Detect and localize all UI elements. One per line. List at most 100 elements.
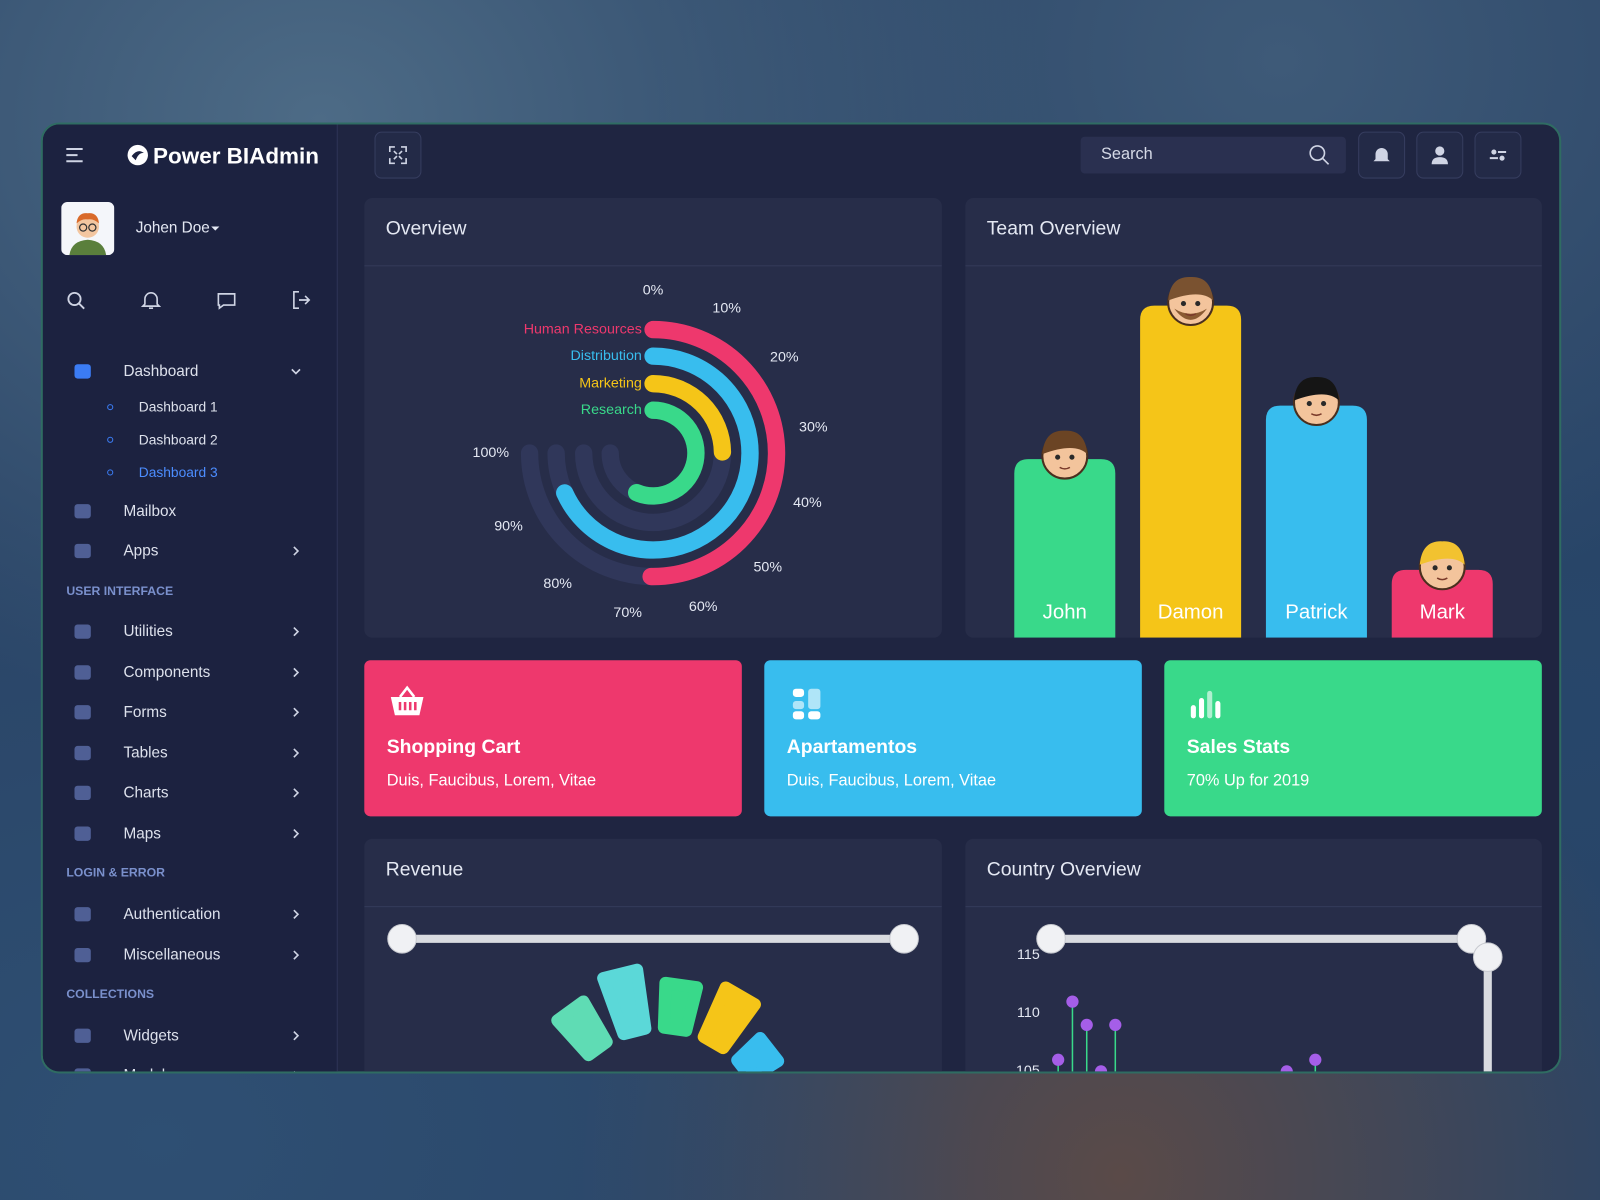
menu-toggle[interactable] bbox=[65, 147, 83, 163]
search-icon[interactable] bbox=[66, 291, 86, 311]
card[interactable]: Shopping Cart Duis, Faucibus, Lorem, Vit… bbox=[364, 660, 742, 817]
nav-icon bbox=[74, 826, 91, 841]
nav-icon bbox=[74, 907, 91, 922]
chevron-icon bbox=[293, 748, 300, 758]
nav-item[interactable]: Maps bbox=[43, 817, 337, 850]
range-slider-handle[interactable] bbox=[1036, 923, 1066, 954]
search-box[interactable]: Search bbox=[1080, 136, 1346, 174]
tick-label: 80% bbox=[543, 576, 572, 592]
profile-button[interactable] bbox=[1416, 131, 1464, 179]
nav-icon bbox=[74, 745, 91, 761]
nav-item[interactable]: Dashboard bbox=[43, 355, 337, 388]
card-text: Duis, Faucibus, Lorem, Vitae bbox=[386, 772, 597, 790]
panel-title: Country Overview bbox=[986, 859, 1141, 881]
notification-button[interactable] bbox=[1358, 131, 1406, 179]
dashboard-window: Power BIAdmin Johen Doe Dashboard Dashboa… bbox=[40, 122, 1562, 1074]
nav-label: Miscellaneous bbox=[123, 946, 221, 964]
nav-icon bbox=[74, 1028, 91, 1043]
chevron-icon bbox=[293, 829, 300, 839]
nav-icon bbox=[74, 543, 91, 559]
chevron-icon bbox=[293, 788, 300, 798]
nav-label: Modals bbox=[123, 1067, 172, 1072]
chevron-icon bbox=[293, 707, 300, 717]
chevron-icon bbox=[293, 667, 300, 678]
nav-label: Utilities bbox=[123, 622, 173, 641]
nav-item[interactable]: Authentication bbox=[43, 898, 337, 931]
panel-title: Overview bbox=[385, 218, 467, 240]
chevron bbox=[293, 626, 300, 637]
card-title: Sales Stats bbox=[1186, 736, 1291, 759]
nav-item[interactable]: Charts bbox=[43, 777, 337, 810]
range-slider-handle[interactable] bbox=[889, 923, 919, 954]
notification-icon[interactable] bbox=[140, 290, 162, 310]
polar-bar bbox=[731, 1032, 785, 1072]
nav-item[interactable]: Widgets bbox=[43, 1019, 337, 1052]
nav-item[interactable]: Forms bbox=[43, 696, 337, 729]
navigation: Dashboard Dashboard 1 Dashboard 2 Dashboard… bbox=[43, 124, 337, 1072]
bar bbox=[1391, 569, 1493, 638]
bar-label: Mark bbox=[1420, 602, 1466, 624]
eye bbox=[1055, 454, 1061, 460]
nav-item[interactable]: Dashboard 3 bbox=[43, 456, 337, 489]
tick-label: 40% bbox=[793, 495, 822, 511]
nav-item[interactable]: Tables bbox=[43, 737, 337, 770]
chevron-icon bbox=[291, 368, 301, 375]
chevron-icon bbox=[293, 909, 300, 919]
nav-item[interactable]: Dashboard 2 bbox=[43, 423, 337, 456]
eye bbox=[1180, 301, 1187, 307]
lollipop-dot bbox=[1052, 1053, 1065, 1066]
overview-chart: Human Resources Distribution Marketing Rese… bbox=[473, 283, 828, 621]
range-slider-handle[interactable] bbox=[1472, 942, 1503, 972]
tick-label: 20% bbox=[770, 349, 799, 365]
nav-item[interactable]: Apps bbox=[43, 535, 337, 568]
nav-item[interactable]: Mailbox bbox=[43, 495, 337, 528]
nav-label: Apps bbox=[123, 542, 159, 560]
nav-item[interactable]: Modals bbox=[43, 1059, 337, 1072]
nav-icon bbox=[74, 624, 91, 639]
card-title: Shopping Cart bbox=[386, 736, 521, 759]
nav-icon bbox=[74, 665, 91, 680]
nav-item[interactable]: Components bbox=[43, 656, 337, 689]
bar-label: Patrick bbox=[1285, 602, 1348, 624]
user-caret[interactable] bbox=[210, 226, 220, 232]
lollipop-dot bbox=[1094, 1065, 1108, 1072]
tick-label: 0% bbox=[643, 283, 664, 299]
nav-label: Charts bbox=[123, 784, 169, 802]
range-slider-handle[interactable] bbox=[387, 923, 417, 954]
bar bbox=[1265, 405, 1367, 638]
card[interactable]: Sales Stats 70% Up for 2019 bbox=[1164, 660, 1542, 817]
card[interactable]: Apartamentos Duis, Faucibus, Lorem, Vita… bbox=[764, 660, 1142, 817]
bar bbox=[1140, 305, 1242, 638]
user-name[interactable]: Johen Doe bbox=[135, 219, 210, 237]
chevron bbox=[291, 368, 301, 375]
nav-item[interactable]: Utilities bbox=[43, 615, 337, 648]
settings-button[interactable] bbox=[1474, 131, 1522, 179]
nav-icon bbox=[74, 785, 91, 800]
eye bbox=[1432, 565, 1438, 571]
brand[interactable]: Power BIAdmin bbox=[153, 142, 319, 169]
sidebar: Power BIAdmin Johen Doe Dashboard Dashboa… bbox=[42, 124, 338, 1072]
avatar[interactable] bbox=[61, 202, 115, 256]
chat-icon[interactable] bbox=[216, 291, 236, 311]
lollipop-dot bbox=[1066, 995, 1079, 1008]
eye bbox=[1195, 301, 1201, 307]
chevron bbox=[293, 1031, 300, 1041]
fullscreen-button[interactable] bbox=[374, 131, 422, 179]
nav-item[interactable]: Dashboard 1 bbox=[43, 391, 337, 424]
chevron-icon bbox=[293, 950, 300, 960]
logout-icon[interactable] bbox=[291, 290, 311, 310]
radial-bar bbox=[644, 374, 732, 461]
search-icon[interactable] bbox=[1308, 144, 1330, 166]
nav-label: Components bbox=[123, 663, 211, 682]
polar-bar bbox=[597, 963, 652, 1041]
nav-item[interactable]: Miscellaneous bbox=[43, 939, 337, 972]
section-title: USER INTERFACE bbox=[43, 574, 337, 607]
panel-title: Team Overview bbox=[986, 218, 1121, 240]
basket-icon bbox=[390, 685, 424, 716]
mouth bbox=[1436, 577, 1448, 581]
nav-label: Dashboard 1 bbox=[138, 399, 218, 415]
series-label: Human Resources bbox=[524, 321, 642, 337]
hair bbox=[1293, 376, 1339, 401]
tick-label: 70% bbox=[613, 605, 642, 621]
